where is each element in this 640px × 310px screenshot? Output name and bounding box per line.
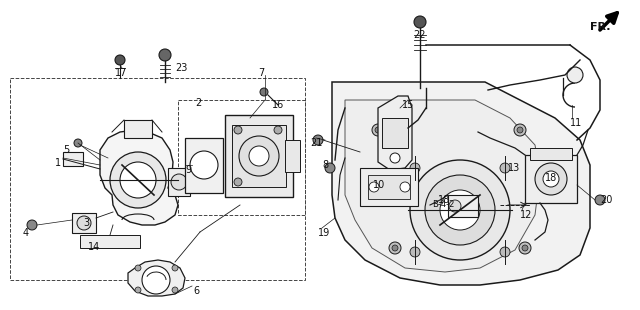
- Bar: [72, 213, 96, 233]
- Circle shape: [313, 135, 323, 145]
- Circle shape: [172, 265, 178, 271]
- Bar: [168, 168, 190, 196]
- Circle shape: [390, 153, 400, 163]
- Bar: [63, 152, 83, 166]
- Text: 3: 3: [83, 218, 89, 228]
- Bar: [124, 120, 152, 138]
- Circle shape: [249, 146, 269, 166]
- Circle shape: [135, 287, 141, 293]
- Text: 1: 1: [55, 158, 61, 168]
- Bar: [368, 175, 410, 199]
- Text: 10: 10: [373, 180, 385, 190]
- Circle shape: [115, 55, 125, 65]
- Polygon shape: [378, 96, 412, 170]
- Polygon shape: [345, 100, 540, 272]
- Circle shape: [449, 200, 461, 212]
- Bar: [225, 115, 293, 197]
- Text: 22: 22: [413, 30, 426, 40]
- Text: 4: 4: [23, 228, 29, 238]
- Text: 6: 6: [193, 286, 199, 296]
- Circle shape: [389, 242, 401, 254]
- Circle shape: [400, 182, 410, 192]
- Circle shape: [425, 175, 495, 245]
- Bar: [448, 195, 478, 217]
- Circle shape: [522, 245, 528, 251]
- Text: 23: 23: [175, 63, 188, 73]
- Circle shape: [325, 163, 335, 173]
- Polygon shape: [100, 130, 178, 225]
- Circle shape: [567, 67, 583, 83]
- Text: FR.: FR.: [590, 22, 611, 32]
- Circle shape: [27, 220, 37, 230]
- Text: 15: 15: [402, 100, 414, 110]
- Text: 18: 18: [545, 173, 557, 183]
- Circle shape: [440, 190, 480, 230]
- Text: 5: 5: [63, 145, 69, 155]
- Circle shape: [372, 124, 384, 136]
- Circle shape: [171, 174, 187, 190]
- Circle shape: [500, 247, 510, 257]
- Text: 14: 14: [88, 242, 100, 252]
- Text: 20: 20: [600, 195, 612, 205]
- Text: 11: 11: [570, 118, 582, 128]
- Bar: [178, 100, 305, 215]
- Circle shape: [239, 136, 279, 176]
- Circle shape: [234, 126, 242, 134]
- Polygon shape: [80, 235, 140, 248]
- Bar: [285, 140, 300, 172]
- Circle shape: [410, 160, 510, 260]
- Circle shape: [375, 127, 381, 133]
- Bar: [525, 155, 577, 203]
- Circle shape: [369, 182, 379, 192]
- Circle shape: [77, 216, 91, 230]
- Text: 9: 9: [185, 165, 191, 175]
- Circle shape: [260, 88, 268, 96]
- Circle shape: [414, 16, 426, 28]
- Circle shape: [110, 152, 166, 208]
- Circle shape: [500, 163, 510, 173]
- Bar: [382, 118, 408, 148]
- Circle shape: [234, 178, 242, 186]
- Bar: [185, 138, 223, 193]
- Bar: [232, 125, 286, 187]
- Bar: [530, 148, 572, 160]
- Text: 21: 21: [310, 138, 323, 148]
- Text: 2: 2: [195, 98, 201, 108]
- Circle shape: [517, 127, 523, 133]
- Bar: [10, 78, 305, 280]
- Circle shape: [514, 124, 526, 136]
- Circle shape: [535, 163, 567, 195]
- Circle shape: [543, 171, 559, 187]
- Text: 8: 8: [322, 160, 328, 170]
- Circle shape: [159, 49, 171, 61]
- Text: B-4-2: B-4-2: [432, 200, 454, 209]
- Text: 18: 18: [438, 195, 451, 205]
- Circle shape: [519, 242, 531, 254]
- Circle shape: [595, 195, 605, 205]
- Text: 19: 19: [318, 228, 330, 238]
- Polygon shape: [332, 82, 590, 285]
- Polygon shape: [128, 260, 185, 296]
- Circle shape: [190, 151, 218, 179]
- Text: 12: 12: [520, 210, 532, 220]
- Circle shape: [74, 139, 82, 147]
- Text: 7: 7: [258, 68, 264, 78]
- Circle shape: [142, 266, 170, 294]
- Circle shape: [135, 265, 141, 271]
- Circle shape: [172, 287, 178, 293]
- Circle shape: [392, 245, 398, 251]
- Circle shape: [410, 247, 420, 257]
- Bar: [360, 168, 418, 206]
- Circle shape: [410, 163, 420, 173]
- Text: 17: 17: [115, 68, 127, 78]
- Circle shape: [120, 162, 156, 198]
- Text: 13: 13: [508, 163, 520, 173]
- Circle shape: [274, 126, 282, 134]
- Text: 16: 16: [272, 100, 284, 110]
